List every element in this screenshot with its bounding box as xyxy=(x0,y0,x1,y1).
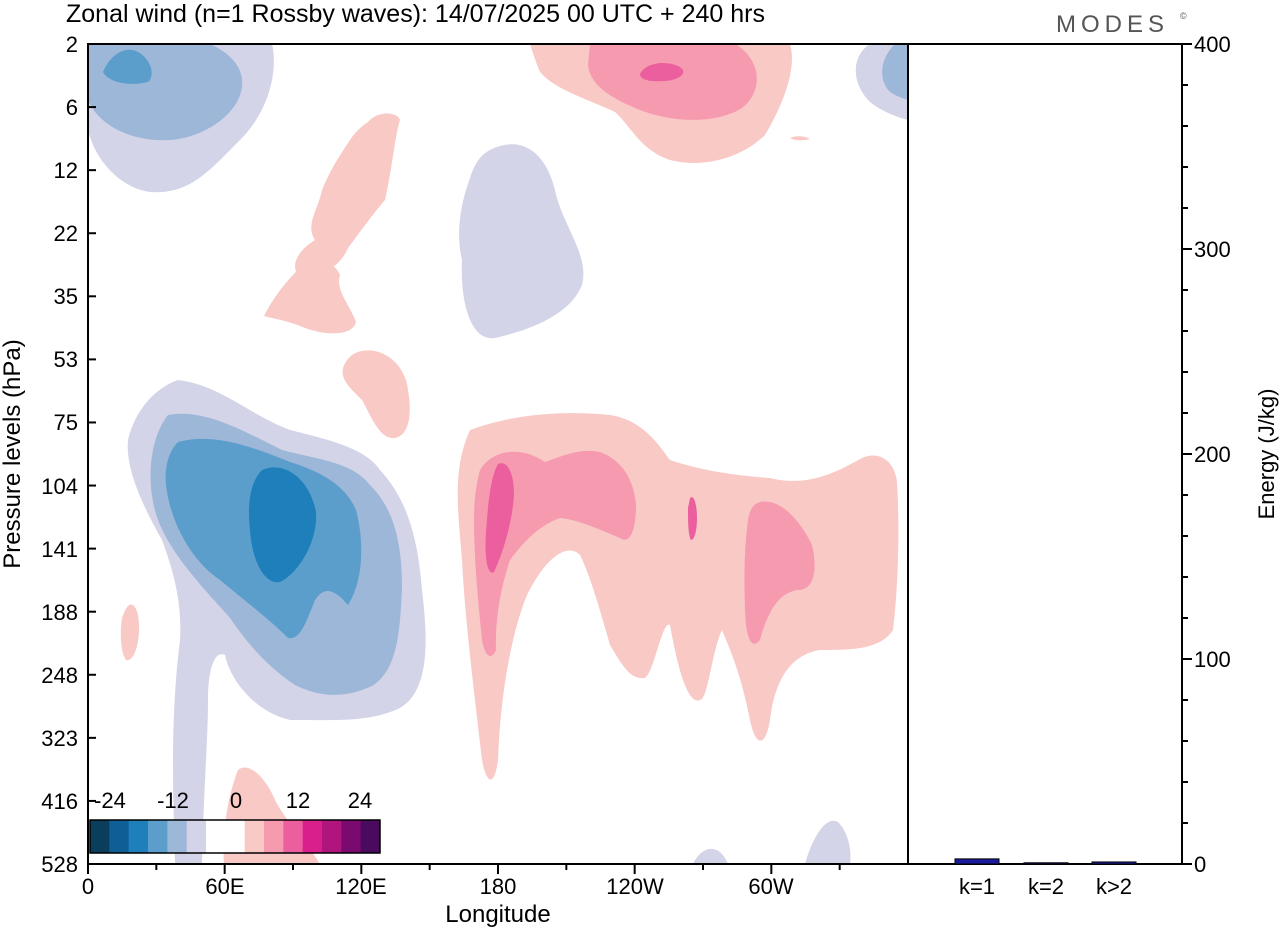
y-tick-label: 35 xyxy=(54,284,78,309)
y-tick-label: 104 xyxy=(41,474,78,499)
y-tick-label: 416 xyxy=(41,789,78,814)
y-axis-labels: 2 6 12 22 35 53 75 104 141 188 248 323 4… xyxy=(41,32,78,877)
colorbar-label: -24 xyxy=(94,788,126,813)
y-axis-title: Pressure levels (hPa) xyxy=(0,339,26,568)
y-axis-ticks xyxy=(88,43,96,865)
x-axis-ticks xyxy=(87,864,841,874)
brand-mark: © xyxy=(1180,11,1187,21)
energy-bar xyxy=(1023,862,1069,865)
energy-tick-label: 200 xyxy=(1194,442,1231,467)
colorbar xyxy=(89,819,381,854)
contour-neg3 xyxy=(103,49,152,84)
colorbar-swatch xyxy=(322,820,342,853)
energy-tick-label: 300 xyxy=(1194,237,1231,262)
colorbar-swatch xyxy=(360,820,381,853)
colorbar-swatch xyxy=(128,820,149,853)
energy-category-labels: k=1 k=2 k>2 xyxy=(959,874,1132,899)
energy-axis-ticks xyxy=(1182,43,1192,865)
contour-neg1 xyxy=(459,144,584,339)
colorbar-swatch xyxy=(109,820,130,853)
energy-category-label: k=1 xyxy=(959,874,995,899)
energy-axis-labels: 0 100 200 300 400 xyxy=(1194,32,1231,877)
y-tick-label: 248 xyxy=(41,663,78,688)
energy-category-label: k>2 xyxy=(1096,874,1132,899)
colorbar-label: 12 xyxy=(286,788,310,813)
colorbar-swatch xyxy=(167,820,188,853)
colorbar-swatch xyxy=(244,820,265,853)
y-tick-label: 323 xyxy=(41,726,78,751)
contour-pos2 xyxy=(588,44,757,120)
y-tick-label: 12 xyxy=(54,158,78,183)
colorbar-label: -12 xyxy=(157,788,189,813)
colorbar-label: 24 xyxy=(348,788,372,813)
energy-tick-label: 400 xyxy=(1194,32,1231,57)
energy-bar xyxy=(954,858,1000,865)
x-tick-label: 0 xyxy=(82,874,94,899)
contour-pos3 xyxy=(640,62,684,82)
chart-title: Zonal wind (n=1 Rossby waves): 14/07/202… xyxy=(66,0,765,28)
contour-neg4 xyxy=(248,467,317,583)
y-tick-label: 188 xyxy=(41,600,78,625)
energy-category-label: k=2 xyxy=(1028,874,1064,899)
colorbar-swatch xyxy=(225,820,246,853)
colorbar-swatch xyxy=(186,820,207,853)
y-tick-label: 6 xyxy=(66,95,78,120)
colorbar-label: 0 xyxy=(230,788,242,813)
colorbar-border xyxy=(89,819,381,854)
y-tick-label: 22 xyxy=(54,221,78,246)
contour-field xyxy=(88,44,908,864)
contour-neg1 xyxy=(693,848,728,864)
x-tick-label: 60W xyxy=(748,874,793,899)
energy-tick-label: 100 xyxy=(1194,647,1231,672)
energy-bars xyxy=(954,858,1137,865)
energy-tick-label: 0 xyxy=(1194,852,1206,877)
x-tick-label: 120E xyxy=(335,874,386,899)
y-tick-label: 2 xyxy=(66,32,78,57)
contour-neg1 xyxy=(805,820,851,864)
contour-pos1 xyxy=(790,136,810,141)
contour-pos1 xyxy=(120,604,140,661)
x-tick-label: 180 xyxy=(480,874,517,899)
x-axis-title: Longitude xyxy=(445,901,550,928)
contour-pos1 xyxy=(295,113,400,276)
y-tick-label: 528 xyxy=(41,852,78,877)
colorbar-swatch xyxy=(283,820,304,853)
colorbar-swatch xyxy=(90,820,110,853)
y-tick-label: 141 xyxy=(41,537,78,562)
colorbar-labels: -24 -12 0 12 24 xyxy=(94,788,372,813)
colorbar-swatch xyxy=(206,820,226,853)
contour-neg2 xyxy=(882,44,908,100)
colorbar-swatch xyxy=(341,820,362,853)
contour-pos2 xyxy=(474,450,636,656)
colorbar-swatch xyxy=(264,820,284,853)
x-tick-label: 120W xyxy=(606,874,664,899)
energy-axis-title: Energy (J/kg) xyxy=(1254,389,1279,520)
contour-pos1 xyxy=(342,350,410,439)
brand-logo: MODES xyxy=(1056,11,1169,38)
energy-bar xyxy=(1091,861,1137,865)
x-tick-label: 60E xyxy=(205,874,244,899)
contour-pos2 xyxy=(744,501,815,644)
y-tick-label: 75 xyxy=(54,410,78,435)
contour-pos3 xyxy=(688,497,697,540)
contour-pos3 xyxy=(485,463,514,573)
x-axis-labels: 0 60E 120E 180 120W 60W xyxy=(82,874,794,899)
y-tick-label: 53 xyxy=(54,347,78,372)
colorbar-swatch xyxy=(148,820,168,853)
colorbar-swatch xyxy=(302,820,323,853)
contour-pos1 xyxy=(264,261,356,334)
